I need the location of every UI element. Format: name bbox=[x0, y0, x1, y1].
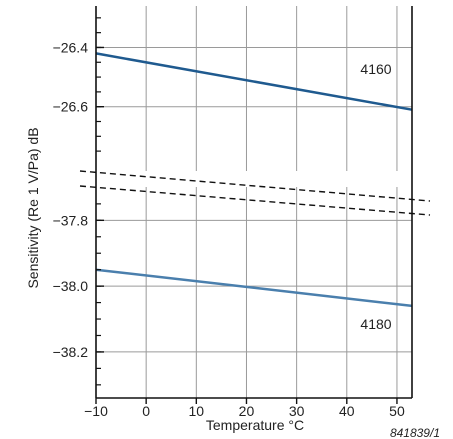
x-axis-title: Temperature °C bbox=[206, 417, 304, 433]
x-tick-label: 40 bbox=[339, 403, 355, 419]
y-axis-title: Sensitivity (Re 1 V/Pa) dB bbox=[25, 127, 41, 288]
axis-break bbox=[79, 170, 440, 216]
x-tick-label: −10 bbox=[84, 403, 108, 419]
x-tick-label: 0 bbox=[142, 403, 150, 419]
series-label-4160: 4160 bbox=[360, 61, 391, 77]
series-label-4180: 4180 bbox=[360, 316, 391, 332]
tick-labels: −10 0 10 20 30 40 50 −26.4 −26.6 −37.8 −38.0 −38.2 bbox=[53, 39, 405, 419]
break-line-lower bbox=[79, 185, 431, 216]
x-tick-label: 10 bbox=[189, 403, 205, 419]
y-tick-label: −38.0 bbox=[53, 278, 89, 294]
break-gap bbox=[84, 171, 440, 187]
break-line-upper bbox=[79, 170, 431, 202]
x-tick-label: 20 bbox=[239, 403, 255, 419]
axis-ticks bbox=[95, 6, 413, 404]
series-line-4160 bbox=[95, 52, 413, 111]
x-tick-label: 30 bbox=[289, 403, 305, 419]
series-line-4180 bbox=[95, 268, 413, 308]
y-tick-label: −26.6 bbox=[53, 99, 89, 115]
y-tick-label: −37.8 bbox=[53, 212, 89, 228]
figure-code: 841839/1 bbox=[390, 426, 440, 439]
y-tick-label: −38.2 bbox=[53, 344, 89, 360]
y-tick-label: −26.4 bbox=[53, 39, 89, 55]
x-tick-label: 50 bbox=[389, 403, 405, 419]
data-series: 4160 4180 bbox=[95, 52, 413, 332]
